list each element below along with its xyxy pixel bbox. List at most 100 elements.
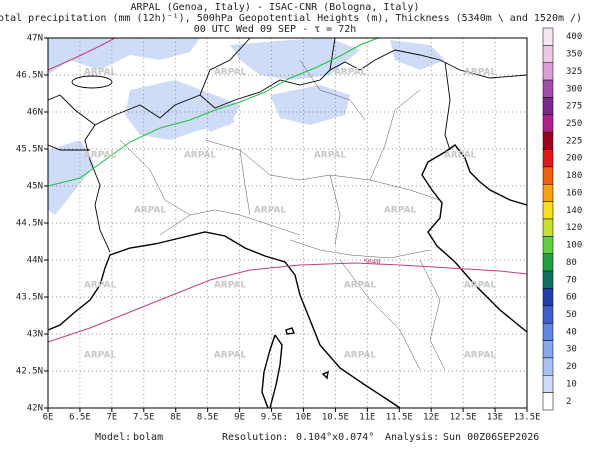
header-line: ARPAL (Genoa, Italy) - ISAC-CNR (Bologna… [131, 2, 420, 13]
y-label: 46.5N [16, 71, 43, 81]
watermark: ARPAL [314, 151, 347, 161]
x-label: 7.5E [133, 413, 155, 423]
footer-value: 0.104°x0.074° [296, 432, 374, 443]
x-label: 11.5E [386, 413, 413, 423]
colorbar-cell [542, 79, 554, 98]
colorbar-label: 50 [566, 310, 577, 320]
colorbar-label: 60 [566, 293, 577, 303]
header-line: 12h total precipitation (mm (12h)⁻¹), 50… [0, 13, 582, 24]
watermark: ARPAL [84, 151, 117, 161]
y-label: 45.5N [16, 145, 43, 155]
colorbar-cell [542, 375, 554, 393]
watermark: ARPAL [384, 206, 417, 216]
colorbar-label: 140 [566, 206, 582, 216]
colorbar-label: 100 [566, 241, 582, 251]
x-label: 9.5E [261, 413, 283, 423]
x-label: 7E [106, 413, 117, 423]
watermark: ARPAL [254, 206, 287, 216]
colorbar-cell [542, 305, 554, 324]
x-label: 12.5E [450, 413, 477, 423]
y-label: 43N [27, 330, 43, 340]
colorbar-cell [542, 27, 554, 46]
colorbar-cell [542, 184, 554, 202]
colorbar-cell [542, 149, 554, 168]
colorbar-cell [542, 253, 554, 272]
watermark: ARPAL [444, 151, 477, 161]
colorbar-cell [542, 392, 554, 411]
x-label: 13E [487, 413, 503, 423]
header-line: 00 UTC Wed 09 SEP - τ = 72h [194, 24, 357, 35]
watermark: ARPAL [464, 68, 497, 78]
y-label: 45N [27, 182, 43, 192]
colorbar-label: 180 [566, 171, 582, 181]
footer-label: Analysis: [385, 432, 439, 443]
watermark: ARPAL [464, 351, 497, 361]
watermark: ARPAL [214, 281, 247, 291]
colorbar-label: 2 [566, 397, 571, 407]
colorbar-cell [542, 45, 554, 63]
colorbar-label: 350 [566, 50, 582, 60]
colorbar-cell [542, 218, 554, 237]
colorbar-label: 160 [566, 188, 582, 198]
colorbar-label: 20 [566, 362, 577, 372]
y-label: 43.5N [16, 293, 43, 303]
regional-borders [119, 59, 446, 371]
footer-value: Sun 00Z06SEP2026 [443, 432, 539, 443]
colorbar-cell [542, 270, 554, 289]
y-label: 42N [27, 404, 43, 414]
colorbar-label: 40 [566, 327, 577, 337]
colorbar-cell [542, 97, 554, 116]
watermark: ARPAL [464, 281, 497, 291]
x-label: 12E [423, 413, 439, 423]
height-contour [47, 262, 528, 343]
footer-value: bolam [133, 432, 163, 443]
contours: 5840 [47, 37, 528, 343]
watermark: ARPAL [84, 281, 117, 291]
x-label: 6E [43, 413, 54, 423]
colorbar-cell [542, 201, 554, 220]
y-label: 42.5N [16, 367, 43, 377]
colorbar-label: 300 [566, 84, 582, 94]
y-label: 46N [27, 108, 43, 118]
watermarks: ARPAL ARPAL ARPAL ARPAL ARPAL ARPAL ARPAL ARPAL… [84, 68, 497, 361]
watermark: ARPAL [334, 68, 367, 78]
y-label: 44.5N [16, 219, 43, 229]
watermark: ARPAL [134, 206, 167, 216]
thickness-contour [47, 37, 379, 187]
colorbar-label: 400 [566, 32, 582, 42]
colorbar-cell [542, 114, 554, 133]
watermark: ARPAL [214, 351, 247, 361]
x-label: 10E [295, 413, 311, 423]
borders [47, 37, 528, 253]
colorbar-label: 225 [566, 136, 582, 146]
height-contour [47, 37, 116, 71]
coastline [47, 144, 528, 409]
colorbar-label: 30 [566, 345, 577, 355]
x-label: 13.5E [513, 413, 540, 423]
colorbar-cell [542, 236, 554, 254]
footer-label: Model: [95, 432, 131, 443]
colorbar-cell [542, 131, 554, 150]
colorbar-label: 120 [566, 223, 582, 233]
y-label: 44N [27, 256, 43, 266]
colorbar-label: 250 [566, 119, 582, 129]
x-label: 8E [170, 413, 181, 423]
colorbar-label: 80 [566, 258, 577, 268]
colorbar: 4003503253002752502252001801601401201008… [542, 27, 582, 411]
footer-label: Resolution: [222, 432, 288, 443]
colorbar-cell [542, 166, 554, 185]
colorbar-label: 325 [566, 67, 582, 77]
colorbar-label: 70 [566, 275, 577, 285]
contour-label: 5840 [364, 258, 381, 266]
watermark: ARPAL [84, 351, 117, 361]
watermark: ARPAL [184, 151, 217, 161]
y-label: 47N [27, 34, 43, 44]
colorbar-cell [542, 357, 554, 376]
watermark: ARPAL [344, 281, 377, 291]
x-label: 11E [359, 413, 375, 423]
colorbar-cell [542, 322, 554, 341]
x-label: 6.5E [69, 413, 91, 423]
watermark: ARPAL [214, 68, 247, 78]
